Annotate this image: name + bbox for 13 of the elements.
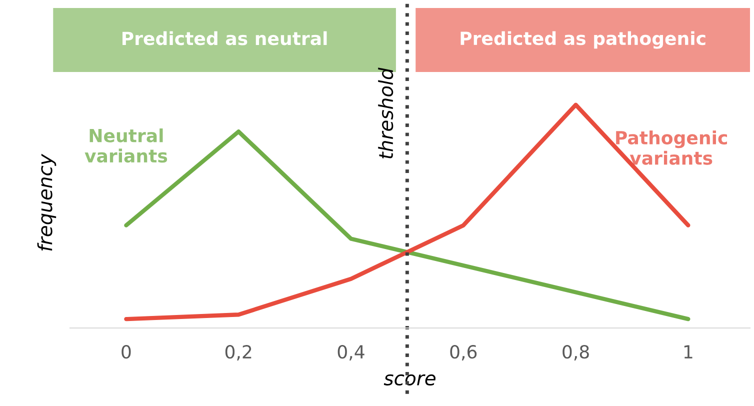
x-tick-label: 1: [684, 345, 692, 358]
text: Predicted as neutral: [122, 31, 327, 46]
x-tick-label: 0,2: [225, 344, 252, 360]
x-axis-title: score: [384, 374, 436, 386]
ref-line-label: threshold: [378, 68, 394, 158]
x-tick-label: 0,8: [562, 344, 589, 360]
y-axis-title: frequency: [37, 154, 56, 251]
series-label: Neutral variants: [84, 128, 168, 163]
text: Predicted as pathogenic: [460, 31, 706, 49]
x-tick-label: 0,4: [338, 344, 364, 360]
x-tick-label: 0: [122, 344, 131, 359]
x-tick-label: 0,6: [450, 344, 477, 360]
series-label: Pathogenic variants: [616, 130, 727, 165]
